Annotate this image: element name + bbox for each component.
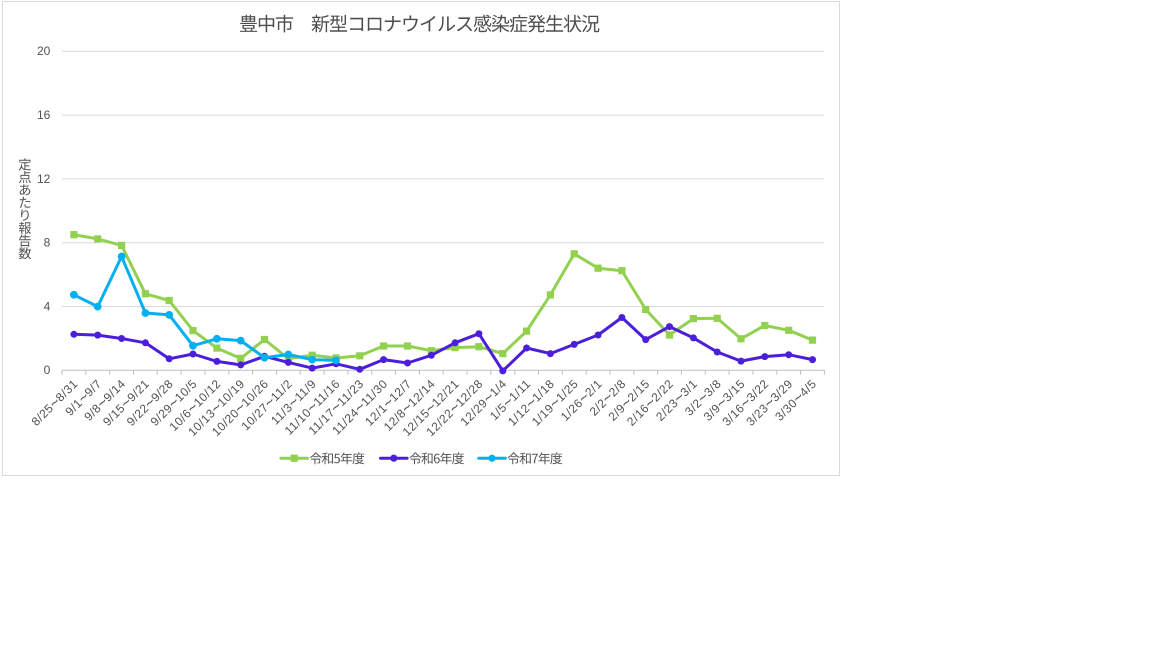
svg-text:0: 0 [44,363,51,377]
svg-text:12: 12 [37,172,51,186]
svg-text:20: 20 [37,44,51,58]
svg-text:8: 8 [44,236,51,250]
svg-text:16: 16 [37,108,51,122]
svg-text:4: 4 [44,299,51,313]
